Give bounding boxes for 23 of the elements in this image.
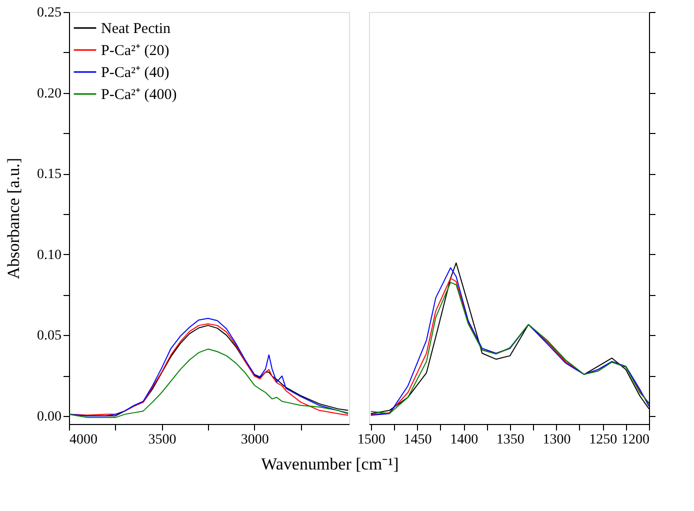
legend-label: P-Ca²⁺ (400) <box>101 87 177 103</box>
y-tick-label: 0.15 <box>37 167 62 182</box>
x-axis-title: Wavenumber [cm⁻¹] <box>261 454 399 474</box>
y-tick-label: 0.25 <box>37 6 62 20</box>
y-tick-label: 0.00 <box>37 409 62 424</box>
x-tick-label: 1350 <box>496 432 524 448</box>
legend-label: Neat Pectin <box>101 21 172 37</box>
x-tick-label: 1250 <box>589 432 618 448</box>
y-tick-label: 0.10 <box>37 248 62 263</box>
x-tick-label: 1450 <box>404 432 432 448</box>
y-tick-label: 0.20 <box>37 86 62 102</box>
x-tick-label: 1500 <box>357 432 386 448</box>
legend-label: P-Ca²⁺ (40) <box>101 65 170 81</box>
legend-label: P-Ca²⁺ (20) <box>101 43 170 59</box>
x-tick-label: 3000 <box>240 432 269 448</box>
x-tick-label: 1400 <box>450 432 478 448</box>
x-tick-label: 1300 <box>542 432 571 448</box>
y-axis-title: Absorbance [a.u.] <box>4 158 23 280</box>
line-series <box>69 348 349 418</box>
x-tick-label: 3500 <box>148 432 176 448</box>
x-tick-label: 1200 <box>622 432 650 448</box>
y-tick-label: 0.05 <box>37 328 62 344</box>
x-tick-label: 4000 <box>70 432 98 448</box>
